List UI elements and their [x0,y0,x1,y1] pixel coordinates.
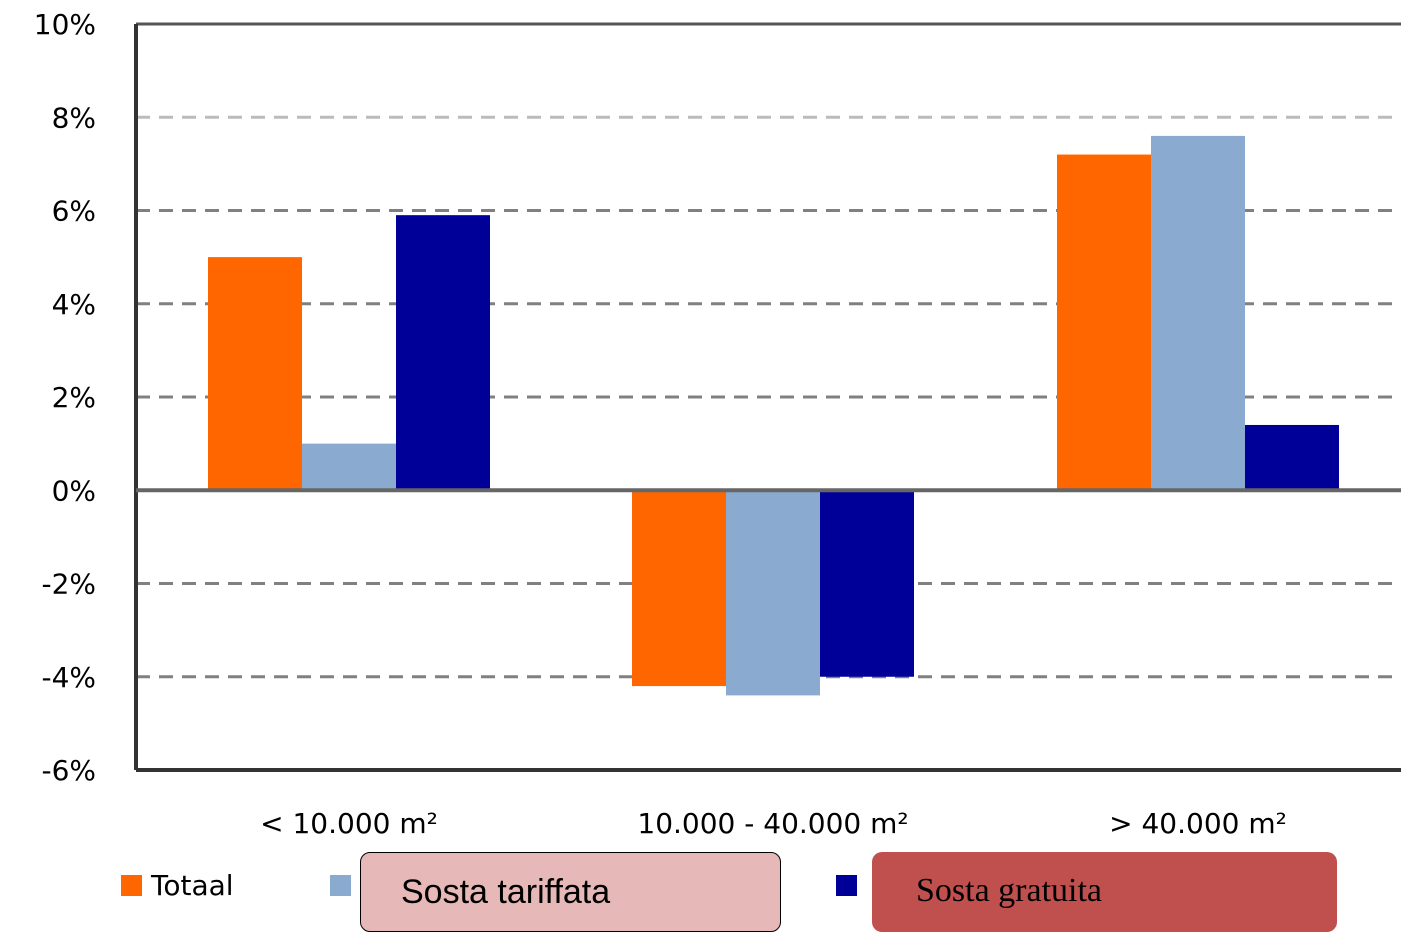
bars [208,135,1339,696]
y-tick-label: -6% [41,754,96,787]
y-tick-label: 0% [52,474,96,507]
y-tick-label: 6% [52,195,96,228]
sosta-tariffata-callout: Sosta tariffata [360,852,781,932]
bar [396,215,490,491]
x-tick-labels: < 10.000 m² 10.000 - 40.000 m² > 40.000 m² [260,807,1287,840]
legend: Totaal [121,869,857,902]
bar [208,257,302,491]
bar [1057,154,1151,491]
legend-swatch [836,875,857,896]
axes [134,22,1401,772]
legend-swatch [330,875,351,896]
legend-label: Totaal [150,869,234,902]
bar [1151,135,1245,491]
x-tick-label: < 10.000 m² [260,807,438,840]
bar [632,490,726,687]
bar [1245,424,1339,491]
y-tick-label: 10% [34,8,96,41]
bar [726,490,820,696]
y-tick-label: 2% [52,381,96,414]
y-tick-label: -2% [41,568,96,601]
sosta-tariffata-label: Sosta tariffata [401,873,611,911]
y-tick-label: 8% [52,101,96,134]
sosta-gratuita-callout: Sosta gratuita [872,852,1337,932]
y-tick-labels: 10% 8% 6% 4% 2% 0% -2% -4% -6% [34,8,96,787]
x-tick-label: 10.000 - 40.000 m² [637,807,908,840]
bar [820,490,914,677]
legend-swatch [121,875,142,896]
y-tick-label: 4% [52,288,96,321]
sosta-gratuita-label: Sosta gratuita [916,872,1103,909]
bar [302,443,396,491]
x-tick-label: > 40.000 m² [1109,807,1287,840]
y-tick-label: -4% [41,661,96,694]
